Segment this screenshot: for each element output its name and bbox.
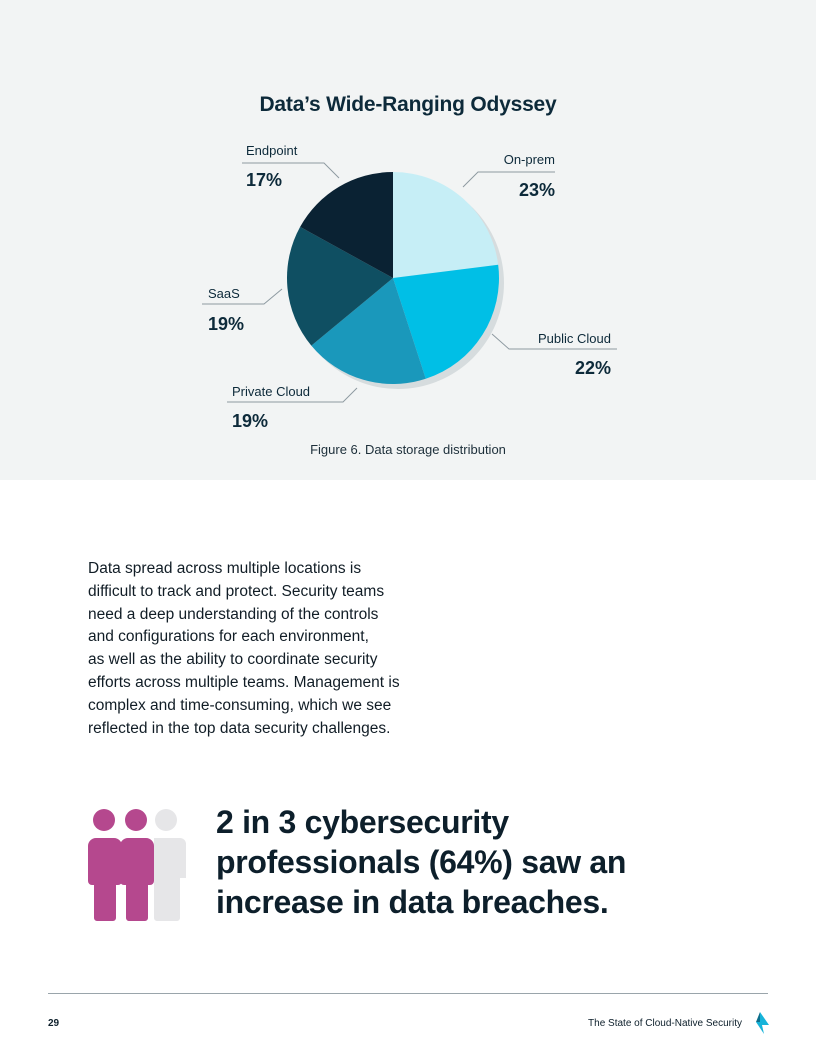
person-icon [120, 809, 154, 921]
chart-title: Data’s Wide-Ranging Odyssey [259, 93, 557, 116]
slice-value: 23% [519, 180, 555, 200]
pie-chart: On-prem 23% Public Cloud 22% Private Cloud 19… [202, 143, 617, 431]
people-icon [88, 809, 186, 921]
leader-line [202, 288, 283, 305]
footer-divider [48, 993, 768, 994]
leader-line [227, 387, 358, 403]
slice-label: Public Cloud [538, 331, 611, 346]
person-icon [88, 809, 122, 921]
pie-slice-endpoint [300, 172, 393, 278]
slice-label: Private Cloud [232, 384, 310, 399]
pie-slice-saas [287, 226, 393, 346]
page-number: 29 [48, 1018, 60, 1029]
pie-slice-private-cloud [311, 278, 426, 384]
stat-headline: 2 in 3 cybersecurity professionals (64%)… [216, 804, 627, 920]
pie-slice-public-cloud [393, 264, 499, 379]
logo-icon [756, 1012, 769, 1034]
chart-panel: Data’s Wide-Ranging Odyssey On-prem 23% Pu… [0, 0, 816, 480]
slice-label: On-prem [504, 152, 555, 167]
leader-line [242, 162, 340, 179]
slice-value: 19% [208, 314, 244, 334]
slice-value: 19% [232, 411, 268, 431]
footer-title: The State of Cloud-Native Security [588, 1018, 742, 1029]
leader-line [462, 171, 555, 188]
slice-label: Endpoint [246, 143, 298, 158]
slice-value: 17% [246, 170, 282, 190]
pie-slice-on-prem [393, 172, 499, 278]
person-muted-icon [154, 809, 186, 921]
body-paragraph: Data spread across multiple locations is… [88, 560, 400, 737]
slice-value: 22% [575, 358, 611, 378]
slice-label: SaaS [208, 286, 240, 301]
leader-line [491, 333, 617, 350]
figure-caption: Figure 6. Data storage distribution [310, 442, 506, 457]
